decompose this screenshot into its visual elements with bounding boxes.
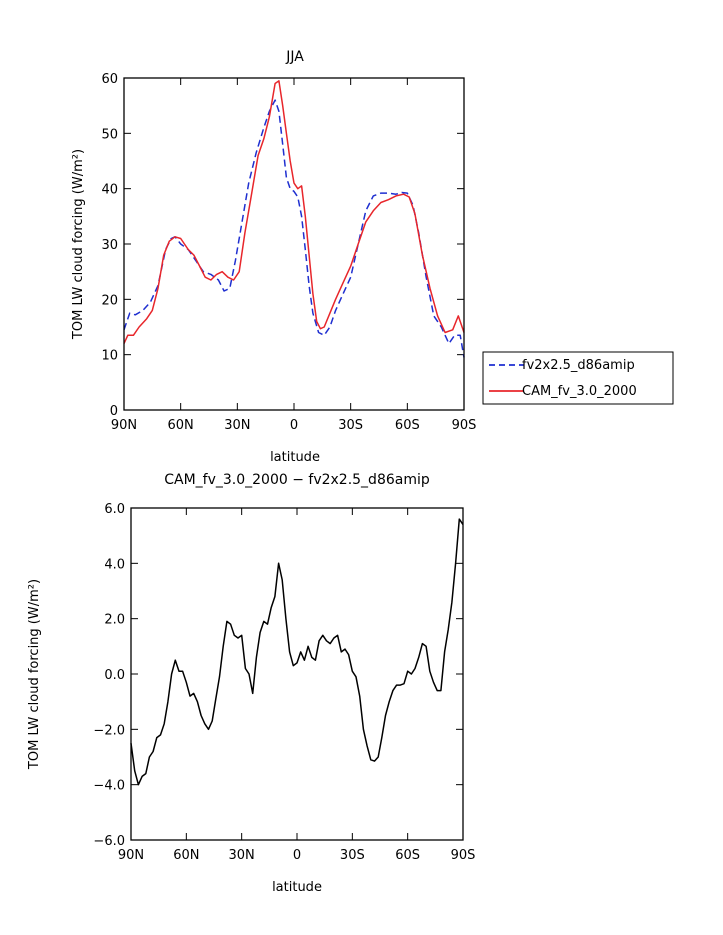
bottom-series-line-difference xyxy=(130,518,464,786)
bottom-x-tick-label: 60N xyxy=(173,848,199,863)
legend-label-cam: CAM_fv_3.0_2000 xyxy=(522,384,637,399)
bottom-y-tick-label: −6.0 xyxy=(93,834,125,849)
top-series-line-cam-fv-3-0-2000 xyxy=(123,80,465,344)
top-y-tick-label: 0 xyxy=(110,404,118,419)
bottom-panel: CAM_fv_3.0_2000 − fv2x2.5_d86amip −6.0 −4… xyxy=(27,472,475,895)
legend: fv2x2.5_d86amip CAM_fv_3.0_2000 xyxy=(482,351,674,405)
bottom-series xyxy=(130,518,464,786)
top-y-axis-title: TOM LW cloud forcing (W/m²) xyxy=(71,149,86,340)
bottom-x-tick-label: 60S xyxy=(395,848,420,863)
top-y-tick-label: 50 xyxy=(101,127,118,142)
top-x-tick-label: 30N xyxy=(224,418,250,433)
top-x-tick-label: 90S xyxy=(452,418,477,433)
top-y-tick-label: 40 xyxy=(101,183,118,198)
top-ticks: 0 10 20 30 40 50 60 90N 60N 30N 0 30S 60S 90S xyxy=(101,72,476,433)
bottom-x-tick-label: 90N xyxy=(118,848,144,863)
top-x-tick-label: 30S xyxy=(338,418,363,433)
top-series xyxy=(123,80,465,358)
top-y-tick-label: 60 xyxy=(101,72,118,87)
top-series-line-fv2x2-5-d86amip xyxy=(123,99,465,358)
bottom-ticks: −6.0 −4.0 −2.0 0.0 2.0 4.0 6.0 90N 60N 30N 0 30S 60S… xyxy=(93,502,475,863)
bottom-plot-frame xyxy=(130,507,464,841)
bottom-x-tick-label: 0 xyxy=(293,848,301,863)
bottom-x-axis-title: latitude xyxy=(272,880,322,895)
top-x-tick-label: 60S xyxy=(395,418,420,433)
bottom-chart-title: CAM_fv_3.0_2000 − fv2x2.5_d86amip xyxy=(164,472,430,488)
top-y-tick-label: 20 xyxy=(101,293,118,308)
bottom-y-tick-label: −2.0 xyxy=(93,723,125,738)
bottom-y-tick-label: 6.0 xyxy=(104,502,125,517)
bottom-x-tick-label: 30S xyxy=(340,848,365,863)
bottom-x-tick-label: 30N xyxy=(229,848,255,863)
bottom-y-tick-label: 2.0 xyxy=(104,613,125,628)
top-plot-frame xyxy=(123,77,465,411)
bottom-y-tick-label: −4.0 xyxy=(93,779,125,794)
top-x-axis-title: latitude xyxy=(270,450,320,465)
top-y-tick-label: 10 xyxy=(101,349,118,364)
bottom-y-axis-title: TOM LW cloud forcing (W/m²) xyxy=(27,579,42,770)
top-x-tick-label: 60N xyxy=(168,418,194,433)
top-panel: JJA 0 10 20 30 40 50 60 90N 60N 30N 0 30S 60S 90S lat… xyxy=(71,49,674,465)
legend-label-fv2x2: fv2x2.5_d86amip xyxy=(522,358,635,373)
top-chart-title: JJA xyxy=(285,49,304,65)
top-x-tick-label: 0 xyxy=(290,418,298,433)
legend-box xyxy=(482,351,674,405)
top-x-tick-label: 90N xyxy=(111,418,137,433)
bottom-y-tick-label: 4.0 xyxy=(104,557,125,572)
top-y-tick-label: 30 xyxy=(101,238,118,253)
bottom-y-tick-label: 0.0 xyxy=(104,668,125,683)
bottom-x-tick-label: 90S xyxy=(451,848,476,863)
